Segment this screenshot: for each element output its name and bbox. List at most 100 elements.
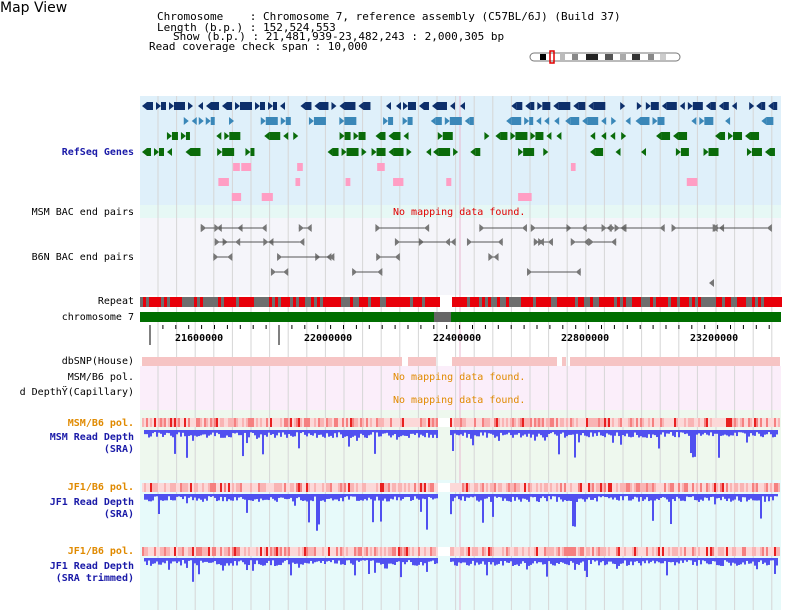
read-depth-bar: [316, 494, 318, 531]
repeat-segment: [365, 297, 368, 307]
polymorphism-cell: [352, 483, 354, 492]
read-depth-bar: [336, 494, 338, 500]
gene-arrow: [183, 117, 189, 125]
read-depth-bar: [714, 430, 716, 434]
read-depth-bar: [256, 558, 258, 561]
repeat-segment: [260, 297, 263, 307]
read-depth-bar: [406, 494, 408, 497]
read-depth-bar: [646, 494, 648, 498]
track-label-jf1-trimmed[interactable]: JF1 Read Depth: [49, 561, 134, 572]
track-label-repeat[interactable]: Repeat: [97, 296, 134, 307]
track-label-msm-b6-pol[interactable]: MSM/B6 pol.: [67, 418, 134, 429]
read-depth-bar: [748, 558, 750, 564]
repeat-segment: [626, 297, 629, 307]
polymorphism-cell: [198, 483, 200, 492]
bac-end-marker: [493, 253, 499, 261]
track-label-b6n-bac[interactable]: B6N BAC end pairs: [31, 252, 134, 263]
read-depth-bar: [752, 430, 754, 436]
polymorphism-cell: [366, 547, 368, 556]
track-label-jf1-read-depth[interactable]: JF1 Read Depth: [49, 497, 134, 508]
read-depth-bar: [198, 430, 200, 437]
read-depth-bar: [242, 558, 244, 563]
read-depth-bar: [772, 558, 774, 561]
read-depth-bar: [458, 430, 460, 436]
read-depth-bar: [152, 430, 154, 434]
read-depth-bar: [516, 494, 518, 498]
read-depth-bar: [540, 558, 542, 563]
read-depth-bar: [436, 558, 438, 564]
read-depth-bar: [366, 430, 368, 438]
polymorphism-cell: [592, 418, 594, 427]
polymorphism-cell: [696, 547, 698, 556]
read-depth-bar: [552, 494, 554, 497]
gene-arrow: [625, 117, 631, 125]
polymorphism-cell: [578, 483, 580, 492]
polymorphism-cell: [712, 547, 714, 556]
read-depth-bar: [176, 430, 178, 435]
repeat-segment: [518, 297, 521, 307]
polymorphism-cell: [402, 547, 404, 556]
polymorphism-cell: [362, 547, 364, 556]
polymorphism-cell: [502, 547, 504, 556]
repeat-segment: [596, 297, 599, 307]
read-depth-bar: [282, 494, 284, 498]
repeat-segment: [407, 297, 410, 307]
polymorphism-cell: [520, 483, 522, 492]
ideogram-band: [572, 54, 578, 60]
read-depth-bar: [604, 430, 606, 438]
gene-arrow: [185, 148, 191, 156]
polymorphism-cell: [574, 483, 576, 492]
track-label-msm-bac[interactable]: MSM BAC end pairs: [31, 207, 134, 218]
read-depth-bar: [164, 558, 166, 564]
repeat-segment: [356, 297, 359, 307]
read-depth-bar: [776, 494, 778, 497]
gene-arrow: [554, 117, 560, 125]
polymorphism-cell: [614, 483, 616, 492]
bac-end-marker: [533, 238, 539, 246]
repeat-segment: [683, 297, 686, 307]
polymorphism-cell: [710, 418, 712, 427]
gene-exon: [516, 102, 523, 110]
gene-arrow: [224, 132, 230, 140]
track-label-msm-b6-pol-top[interactable]: MSM/B6 pol.: [67, 372, 134, 383]
track-label-jf1-read-depth-sra[interactable]: (SRA): [103, 509, 134, 520]
read-depth-bar: [698, 558, 700, 561]
track-label-dbsnp[interactable]: dbSNP(House): [61, 356, 134, 367]
track-label-refseq-genes[interactable]: RefSeq Genes: [61, 147, 134, 158]
polymorphism-cell: [294, 547, 296, 556]
polymorphism-cell: [632, 547, 634, 556]
polymorphism-cell: [756, 547, 758, 556]
read-depth-bar: [184, 558, 186, 564]
track-label-jf1-trimmed-sra[interactable]: (SRA trimmed): [55, 573, 134, 584]
repeat-segment: [479, 297, 482, 307]
polymorphism-cell: [374, 483, 376, 492]
polymorphism-cell: [342, 418, 344, 427]
track-label-jf1-b6-pol[interactable]: JF1/B6 pol.: [67, 482, 134, 493]
polymorphism-cell: [160, 483, 162, 492]
polymorphism-cell: [356, 418, 358, 427]
polymorphism-cell: [234, 418, 236, 427]
ideogram-band: [586, 54, 598, 60]
read-depth-bar: [326, 494, 328, 500]
read-depth-bar: [718, 494, 720, 498]
polymorphism-cell: [288, 418, 290, 427]
read-depth-bar: [258, 494, 260, 502]
polymorphism-cell: [476, 418, 478, 427]
track-label-jf1-b6-pol-2[interactable]: JF1/B6 pol.: [67, 546, 134, 557]
polymorphism-cell: [416, 418, 418, 427]
read-depth-bar: [258, 558, 260, 565]
polymorphism-cell: [166, 547, 168, 556]
track-label-msm-read-depth-sra[interactable]: (SRA): [103, 444, 134, 455]
read-depth-bar: [462, 430, 464, 436]
track-label-chromosome[interactable]: chromosome 7: [61, 312, 134, 323]
repeat-segment: [617, 297, 620, 307]
polymorphism-cell: [316, 418, 318, 427]
polymorphism-cell: [512, 483, 514, 492]
polymorphism-cell: [490, 418, 492, 427]
read-depth-bar: [766, 494, 768, 497]
read-depth-bar: [206, 558, 208, 562]
polymorphism-cell: [208, 547, 210, 556]
read-depth-bar: [572, 430, 574, 435]
track-label-msm-read-depth[interactable]: MSM Read Depth: [49, 432, 134, 443]
track-label-read-depth-capillary[interactable]: d DepthŸ(Capillary): [19, 387, 134, 398]
